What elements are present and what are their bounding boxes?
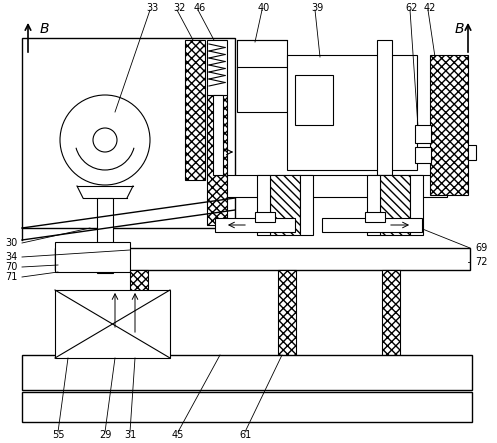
Bar: [55, 242, 130, 272]
Bar: [430, 55, 468, 195]
Bar: [207, 40, 227, 95]
Bar: [22, 38, 235, 228]
Text: 39: 39: [311, 3, 323, 13]
Bar: [322, 218, 422, 232]
Text: 30: 30: [6, 238, 18, 248]
Bar: [215, 218, 295, 232]
Bar: [270, 175, 300, 235]
Bar: [257, 175, 270, 235]
Bar: [367, 175, 380, 235]
Text: 46: 46: [194, 3, 206, 13]
Bar: [287, 55, 417, 170]
Text: 40: 40: [258, 3, 270, 13]
Text: 71: 71: [5, 272, 18, 282]
Bar: [227, 175, 447, 197]
Text: 29: 29: [99, 430, 111, 440]
Text: 45: 45: [172, 430, 184, 440]
Bar: [97, 198, 113, 273]
Text: 72: 72: [475, 257, 488, 267]
Bar: [415, 125, 431, 143]
Bar: [207, 95, 227, 225]
Bar: [380, 175, 410, 235]
Bar: [22, 392, 472, 422]
Bar: [415, 147, 431, 163]
Text: 31: 31: [124, 430, 136, 440]
Text: 62: 62: [406, 3, 418, 13]
Bar: [295, 75, 333, 125]
Text: 69: 69: [475, 243, 487, 253]
Text: 34: 34: [6, 252, 18, 262]
Bar: [213, 95, 223, 175]
Text: 61: 61: [239, 430, 251, 440]
Bar: [278, 270, 296, 358]
Bar: [130, 270, 148, 358]
Bar: [185, 40, 205, 180]
Bar: [377, 40, 392, 175]
Bar: [255, 212, 275, 222]
Bar: [410, 175, 423, 235]
Bar: [365, 212, 385, 222]
Bar: [300, 175, 313, 235]
Text: 70: 70: [5, 262, 18, 272]
Bar: [55, 290, 170, 358]
Text: B: B: [455, 22, 465, 36]
Text: B: B: [40, 22, 50, 36]
Text: 32: 32: [173, 3, 185, 13]
Bar: [22, 355, 472, 390]
Bar: [55, 248, 470, 270]
Bar: [237, 40, 287, 112]
Text: 33: 33: [146, 3, 158, 13]
Bar: [382, 270, 400, 358]
Bar: [468, 145, 476, 160]
Text: 42: 42: [424, 3, 436, 13]
Text: 55: 55: [52, 430, 64, 440]
